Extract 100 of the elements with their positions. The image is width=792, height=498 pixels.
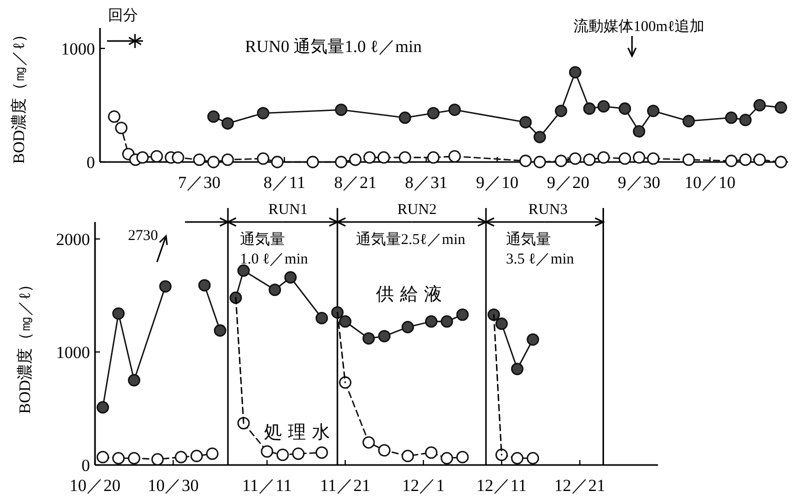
point bbox=[378, 330, 391, 342]
x-tick-label: 11／11 bbox=[242, 476, 292, 495]
point bbox=[448, 104, 461, 116]
point bbox=[534, 130, 546, 144]
point bbox=[150, 150, 163, 163]
point bbox=[172, 151, 184, 164]
point bbox=[159, 280, 172, 293]
point bbox=[362, 332, 375, 345]
point bbox=[221, 154, 234, 166]
point bbox=[739, 114, 752, 126]
point bbox=[128, 452, 140, 464]
point bbox=[534, 156, 546, 168]
point bbox=[398, 151, 412, 164]
point bbox=[398, 112, 412, 124]
point bbox=[554, 104, 568, 118]
x-tick-label: 9／10 bbox=[476, 173, 518, 192]
series-label: 供給液 bbox=[376, 284, 448, 304]
point bbox=[96, 401, 110, 414]
x-tick-label: 10／30 bbox=[148, 476, 199, 495]
point bbox=[221, 117, 234, 130]
x-tick-label: 9／20 bbox=[546, 173, 590, 192]
point bbox=[207, 156, 220, 168]
point bbox=[440, 452, 454, 464]
point bbox=[569, 66, 582, 78]
point bbox=[495, 318, 508, 330]
annotation: 流動媒体100mℓ追加 bbox=[573, 18, 705, 35]
point bbox=[96, 450, 110, 464]
point bbox=[440, 315, 454, 328]
point bbox=[526, 333, 540, 346]
x-tick-label: 8／31 bbox=[405, 173, 448, 192]
point bbox=[456, 450, 469, 464]
point bbox=[725, 112, 738, 124]
point bbox=[519, 116, 532, 128]
point bbox=[597, 151, 610, 164]
point bbox=[362, 436, 375, 449]
point bbox=[511, 362, 524, 376]
point bbox=[260, 445, 274, 458]
point bbox=[632, 151, 646, 164]
point bbox=[128, 374, 140, 386]
point bbox=[306, 156, 319, 168]
point bbox=[108, 110, 120, 123]
point bbox=[378, 151, 390, 164]
point bbox=[583, 102, 596, 115]
point bbox=[207, 110, 220, 123]
point bbox=[349, 154, 362, 166]
point bbox=[632, 125, 646, 138]
x-tick-label: 12／11 bbox=[476, 476, 527, 495]
y-tick-label: 2000 bbox=[56, 230, 90, 249]
point bbox=[378, 444, 391, 457]
annotation: 通気量 1.0 ℓ／min bbox=[240, 231, 309, 268]
point bbox=[237, 264, 250, 277]
y-axis-title: BOD濃度（㎎／ℓ） bbox=[16, 276, 34, 414]
x-tick-label: 7／30 bbox=[178, 173, 221, 192]
point bbox=[647, 104, 660, 118]
point bbox=[214, 324, 226, 337]
point bbox=[618, 152, 632, 165]
text: RUN2 bbox=[397, 202, 437, 218]
point bbox=[237, 416, 250, 430]
point bbox=[334, 156, 348, 168]
point bbox=[316, 446, 328, 459]
series-label: 処理水 bbox=[264, 422, 336, 442]
point bbox=[268, 284, 282, 296]
point bbox=[774, 101, 788, 114]
point bbox=[174, 450, 188, 464]
point bbox=[753, 99, 766, 112]
point bbox=[206, 448, 218, 460]
x-tick-label: 8／11 bbox=[263, 173, 306, 192]
x-tick-label: 8／21 bbox=[334, 173, 377, 192]
point bbox=[115, 122, 128, 134]
point bbox=[448, 150, 461, 163]
point bbox=[198, 279, 211, 292]
text: RUN0 通気量1.0 ℓ／min bbox=[245, 37, 422, 56]
y-tick-label: 0 bbox=[86, 153, 95, 172]
point bbox=[334, 104, 348, 116]
point bbox=[190, 450, 203, 462]
point bbox=[112, 307, 125, 320]
point bbox=[427, 106, 440, 120]
x-tick-label: 9／30 bbox=[618, 173, 660, 192]
point bbox=[682, 114, 695, 128]
y-axis-title: BOD濃度（㎎／ℓ） bbox=[10, 26, 28, 164]
point bbox=[554, 154, 568, 168]
annotation: 2730 bbox=[128, 228, 158, 244]
point bbox=[292, 448, 305, 460]
point bbox=[271, 156, 284, 168]
point bbox=[363, 151, 376, 164]
point bbox=[276, 448, 289, 462]
point bbox=[647, 152, 660, 165]
point bbox=[526, 452, 540, 464]
point bbox=[136, 151, 149, 164]
point bbox=[427, 151, 440, 164]
text: 回分 bbox=[108, 7, 138, 24]
point bbox=[583, 154, 596, 166]
point bbox=[339, 315, 352, 328]
x-tick-label: 10／20 bbox=[70, 476, 120, 495]
annotation: 通気量 3.5 ℓ／min bbox=[506, 231, 575, 268]
point bbox=[739, 154, 752, 166]
point bbox=[112, 452, 125, 464]
x-tick-label: 11／21 bbox=[320, 476, 370, 495]
point bbox=[256, 106, 270, 120]
x-tick-label: 12／21 bbox=[554, 476, 606, 495]
